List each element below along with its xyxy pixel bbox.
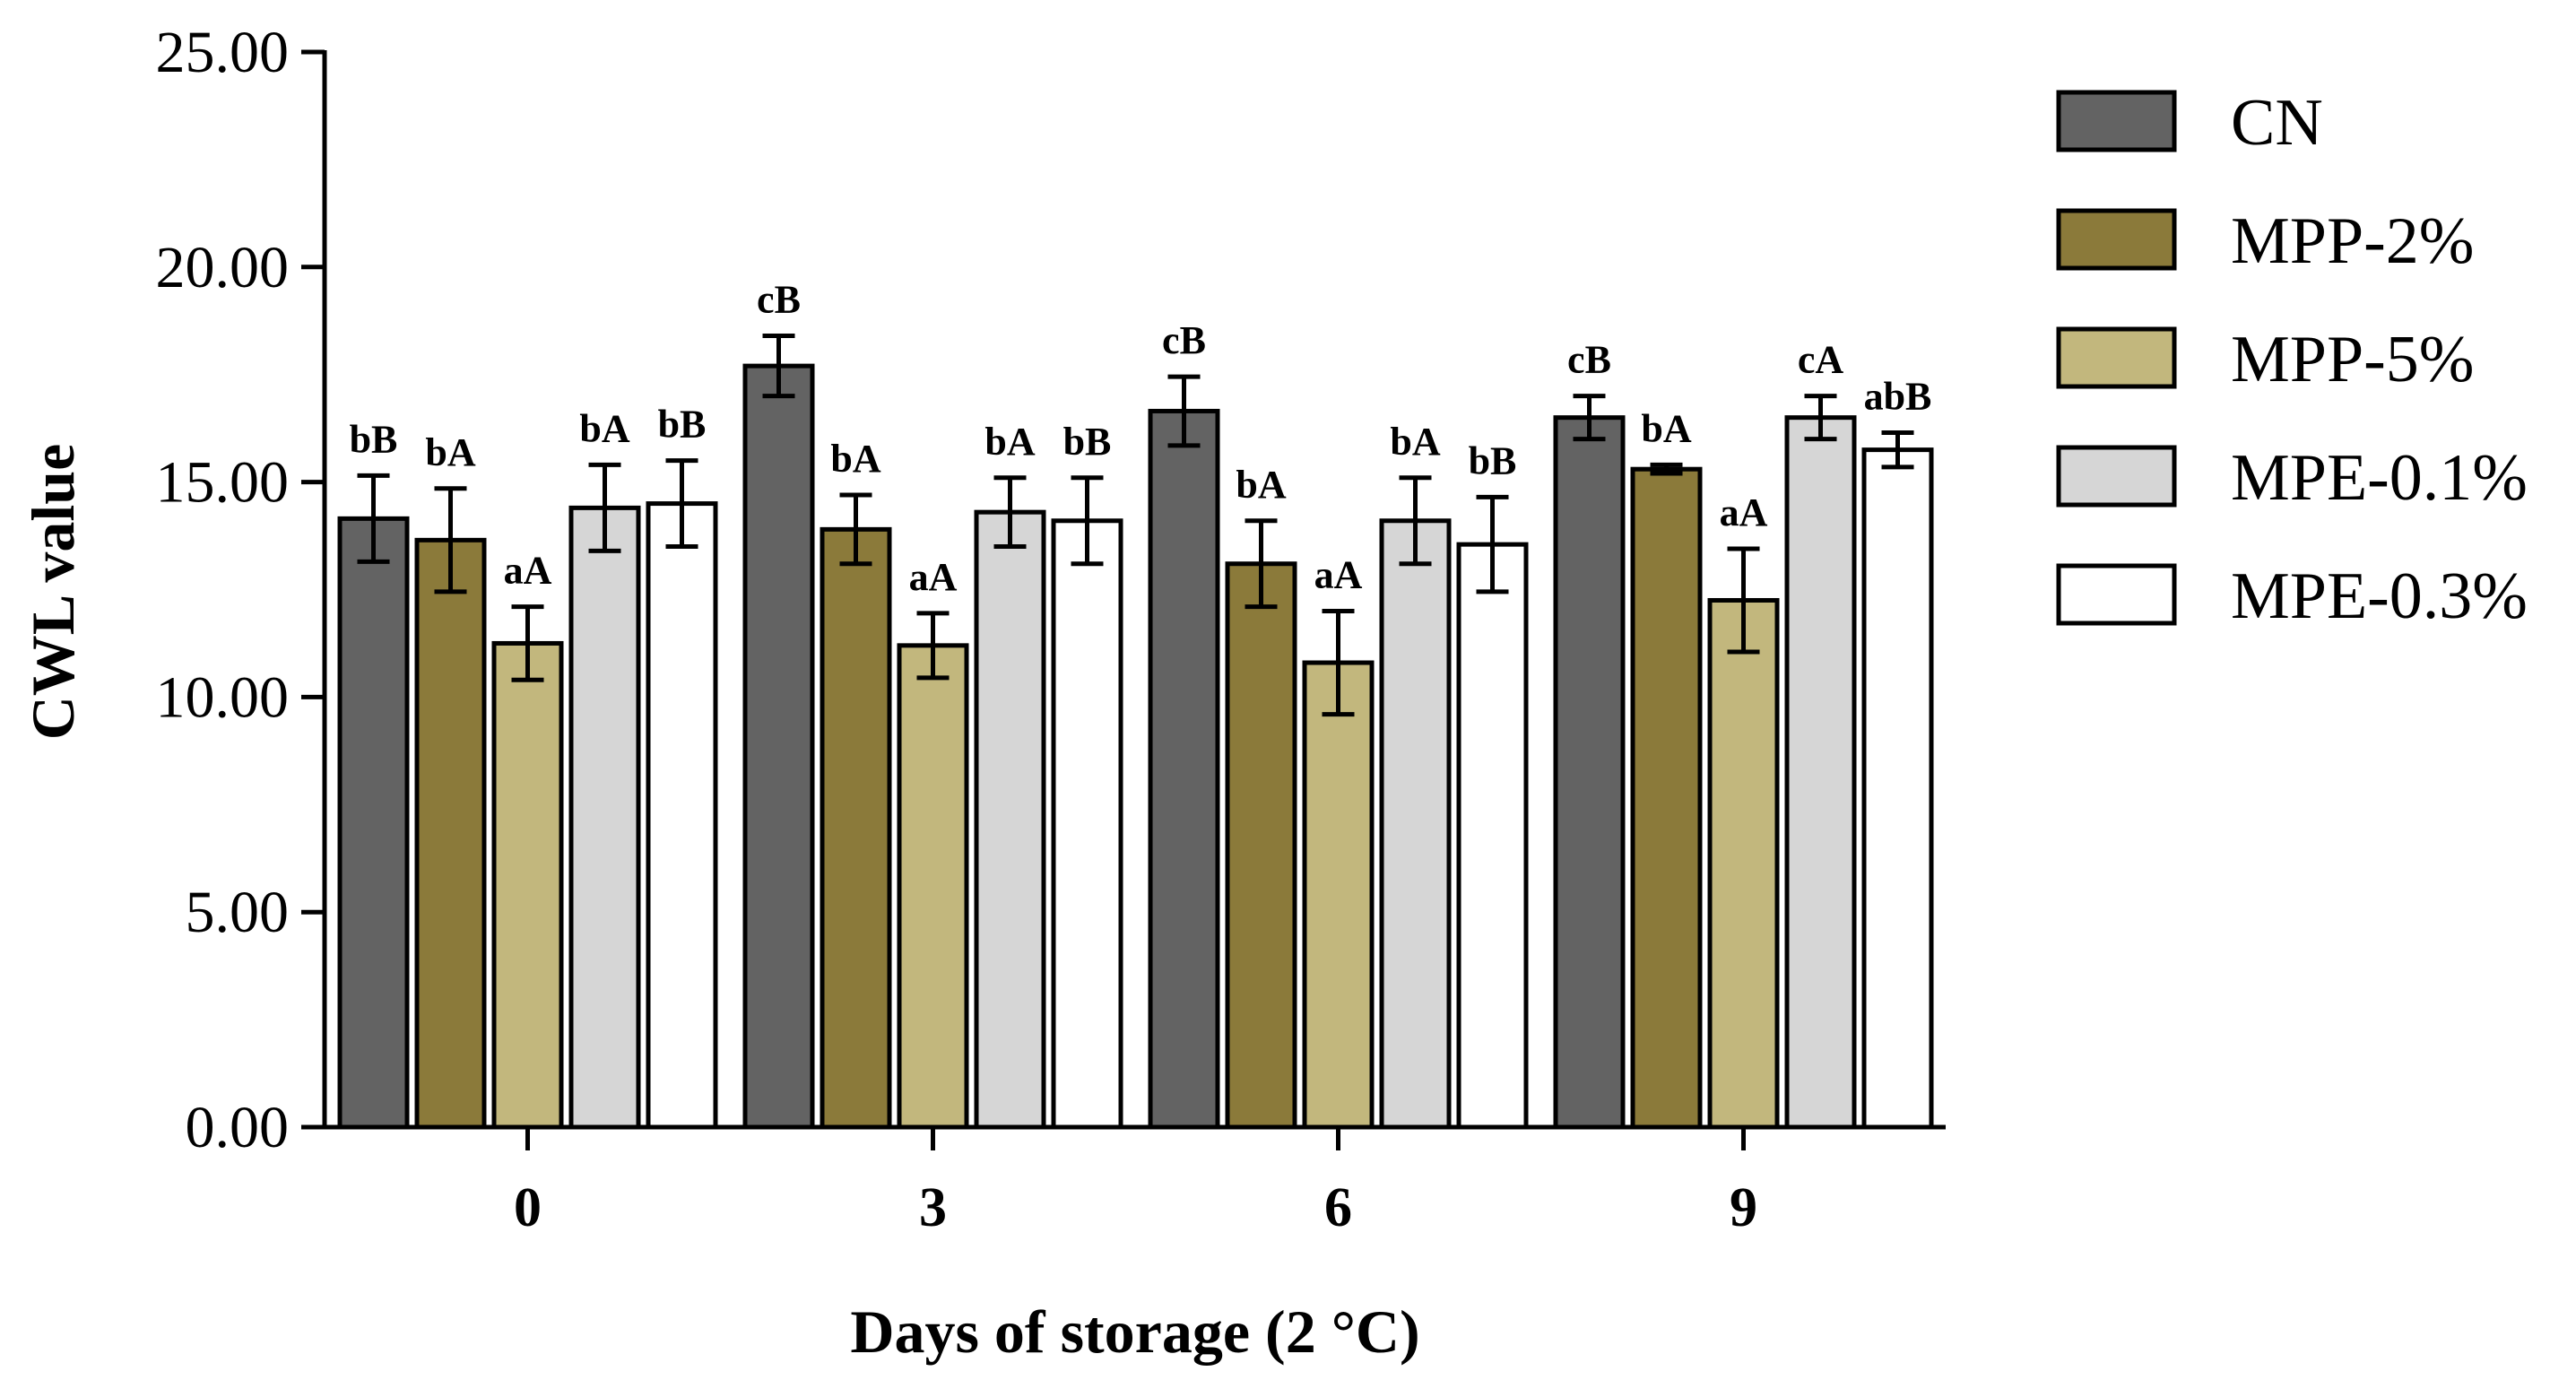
bar-cn-day-9	[1553, 415, 1626, 1130]
error-bar	[993, 475, 1027, 550]
error-bar	[1245, 518, 1278, 610]
error-bar	[511, 604, 544, 682]
error-bar	[1727, 546, 1760, 655]
significance-label: aA	[504, 549, 552, 593]
y-tick-label: 10.00	[156, 664, 290, 730]
significance-label: bA	[1236, 463, 1286, 507]
significance-label: bA	[425, 430, 475, 474]
error-bar	[839, 492, 872, 567]
bar-mpp-5--day-3	[897, 643, 969, 1130]
error-bar	[1573, 394, 1606, 442]
significance-label: aA	[1314, 552, 1363, 596]
significance-label: bB	[1063, 420, 1112, 464]
error-bar	[665, 458, 698, 550]
y-tick-label: 0.00	[186, 1095, 290, 1160]
error-bar	[1399, 475, 1432, 567]
bar-mpe-0-1--day-0	[568, 505, 641, 1130]
error-bar	[1322, 608, 1355, 717]
bar-mpe-0-1--day-3	[974, 509, 1046, 1130]
significance-label: bA	[1390, 420, 1440, 464]
legend-label: MPE-0.1%	[2231, 441, 2528, 515]
bar-mpe-0-3--day-9	[1861, 447, 1934, 1130]
bar-mpe-0-3--day-6	[1456, 542, 1529, 1130]
y-axis-title: CWL value	[19, 444, 87, 741]
significance-label: aA	[1720, 490, 1768, 534]
legend: CN MPP-2% MPP-5% MPE-0.1% MPE-0.3%	[2056, 86, 2528, 633]
error-bar	[1881, 430, 1914, 470]
x-tick-label: 9	[1730, 1177, 1757, 1238]
y-tick-label: 25.00	[156, 20, 290, 85]
bar-mpp-5--day-9	[1707, 597, 1780, 1130]
error-bar	[762, 334, 795, 399]
significance-label: bB	[1469, 438, 1517, 482]
error-bar	[1804, 394, 1837, 442]
x-tick-label: 6	[1324, 1177, 1352, 1238]
y-tick-label: 20.00	[156, 235, 290, 300]
significance-label: bB	[658, 403, 707, 447]
significance-label: bA	[579, 406, 629, 450]
bar-mpp-5--day-0	[491, 640, 564, 1130]
bar-mpp-2--day-6	[1225, 561, 1297, 1130]
x-axis-title: Days of storage (2 °C)	[850, 1298, 1419, 1366]
significance-label: bA	[1641, 406, 1691, 450]
bar-mpp-2--day-3	[820, 526, 892, 1130]
significance-label: cB	[1162, 318, 1206, 362]
bar-mpp-5--day-6	[1302, 660, 1375, 1130]
y-tick-label: 15.00	[156, 450, 290, 516]
bar-mpp-2--day-0	[414, 537, 487, 1130]
error-bar	[588, 462, 621, 553]
legend-swatch	[2056, 445, 2177, 508]
significance-label: bA	[830, 437, 880, 481]
significance-label: aA	[909, 555, 958, 599]
legend-swatch	[2056, 208, 2177, 271]
y-tick-label: 5.00	[186, 880, 290, 945]
error-bar	[1476, 494, 1509, 595]
error-bar	[1650, 462, 1683, 476]
legend-swatch	[2056, 90, 2177, 152]
significance-label: cB	[757, 278, 801, 322]
significance-label: abB	[1864, 374, 1932, 418]
legend-label: MPE-0.3%	[2231, 560, 2528, 633]
error-bar	[1071, 475, 1104, 567]
legend-label: MPP-2%	[2231, 204, 2474, 278]
bar-mpe-0-1--day-6	[1379, 518, 1452, 1130]
bar-mpe-0-3--day-3	[1051, 518, 1123, 1130]
legend-swatch	[2056, 563, 2177, 626]
x-tick-label: 0	[514, 1177, 542, 1238]
error-bar	[434, 486, 467, 595]
significance-label: cA	[1798, 338, 1844, 382]
error-bar	[357, 473, 390, 564]
bar-mpe-0-3--day-0	[646, 501, 718, 1130]
error-bar	[916, 611, 950, 681]
bar-cn-day-0	[337, 516, 410, 1130]
significance-label: bB	[350, 417, 398, 461]
legend-label: MPP-5%	[2231, 323, 2474, 396]
bar-cn-day-3	[742, 363, 815, 1130]
legend-label: CN	[2231, 86, 2323, 160]
bar-mpp-2--day-9	[1630, 466, 1703, 1130]
bar-cn-day-6	[1148, 408, 1220, 1130]
significance-label: cB	[1567, 338, 1611, 382]
legend-swatch	[2056, 326, 2177, 389]
significance-label: bA	[984, 420, 1035, 464]
error-bar	[1167, 374, 1201, 448]
x-tick-label: 3	[919, 1177, 947, 1238]
bar-mpe-0-1--day-9	[1784, 415, 1857, 1130]
plot-area: 0.00 5.00 10.00 15.00 20.00 25.00 bB bA aA bA bB 0 c…	[19, 20, 1946, 1366]
